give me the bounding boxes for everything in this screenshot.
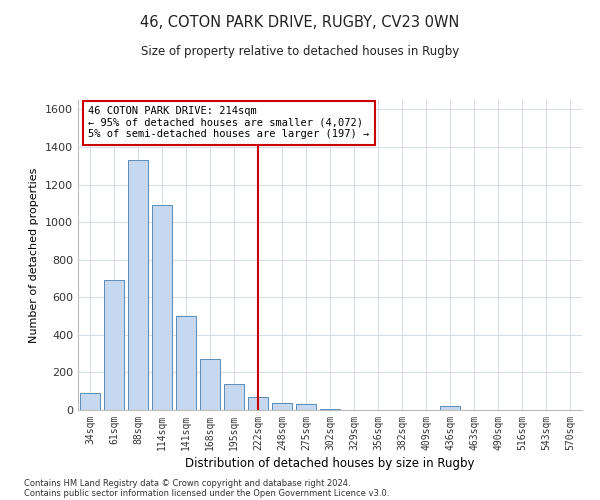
Bar: [80, 393, 100, 410]
Bar: [296, 404, 316, 410]
X-axis label: Distribution of detached houses by size in Rugby: Distribution of detached houses by size …: [185, 457, 475, 470]
Bar: [128, 160, 148, 410]
Text: Size of property relative to detached houses in Rugby: Size of property relative to detached ho…: [141, 45, 459, 58]
Text: Contains HM Land Registry data © Crown copyright and database right 2024.: Contains HM Land Registry data © Crown c…: [24, 478, 350, 488]
Bar: [200, 360, 220, 410]
Bar: [320, 409, 340, 410]
Text: 46, COTON PARK DRIVE, RUGBY, CV23 0WN: 46, COTON PARK DRIVE, RUGBY, CV23 0WN: [140, 15, 460, 30]
Text: Contains public sector information licensed under the Open Government Licence v3: Contains public sector information licen…: [24, 488, 389, 498]
Bar: [440, 406, 460, 410]
Text: 46 COTON PARK DRIVE: 214sqm
← 95% of detached houses are smaller (4,072)
5% of s: 46 COTON PARK DRIVE: 214sqm ← 95% of det…: [88, 106, 370, 140]
Bar: [176, 316, 196, 410]
Bar: [248, 397, 268, 410]
Bar: [272, 404, 292, 410]
Bar: [224, 384, 244, 410]
Bar: [104, 280, 124, 410]
Y-axis label: Number of detached properties: Number of detached properties: [29, 168, 40, 342]
Bar: [152, 205, 172, 410]
